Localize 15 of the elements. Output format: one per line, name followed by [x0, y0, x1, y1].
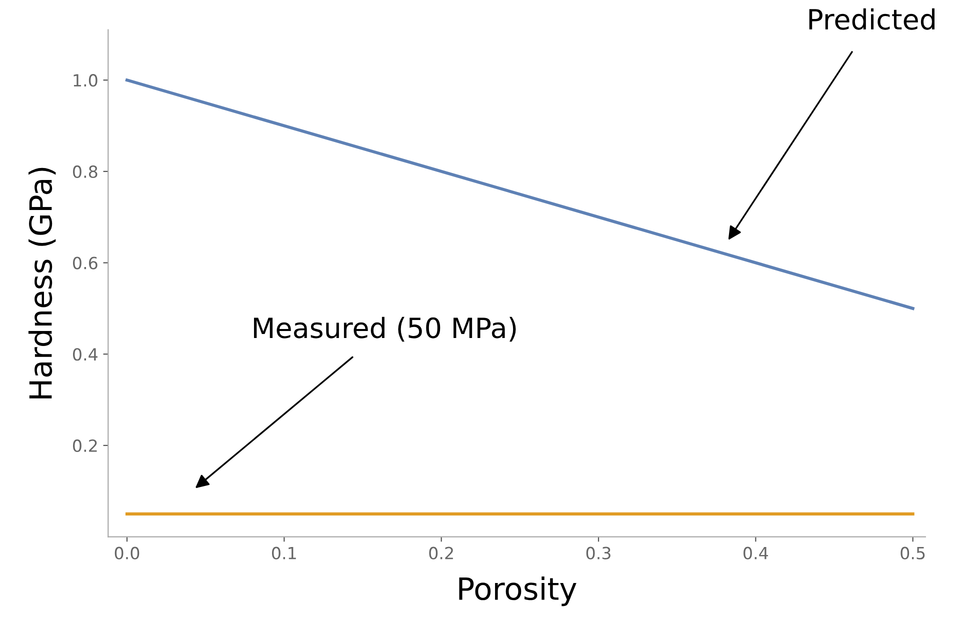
y-tick-label: 0.6	[73, 256, 98, 270]
x-tick-label: 0.0	[114, 546, 140, 560]
y-tick-label: 0.4	[73, 348, 98, 361]
x-tick-label: 0.5	[900, 546, 925, 560]
x-tick-label: 0.1	[272, 546, 296, 560]
text: Predicted	[809, 8, 934, 30]
x-tick-label: 0.4	[744, 546, 768, 560]
x-tick-label: 0.3	[586, 546, 610, 560]
y-axis-title: Hardness (GPa)	[28, 168, 56, 398]
y-tick-label: 0.8	[73, 165, 98, 178]
x-tick-label: 0.2	[429, 546, 453, 560]
y-tick-label: 1.0	[74, 74, 98, 87]
y-tick-label: 0.2	[73, 439, 97, 452]
annotation: Measured (50 MPa)	[254, 316, 516, 342]
x-axis-title: Porosity	[459, 576, 576, 606]
